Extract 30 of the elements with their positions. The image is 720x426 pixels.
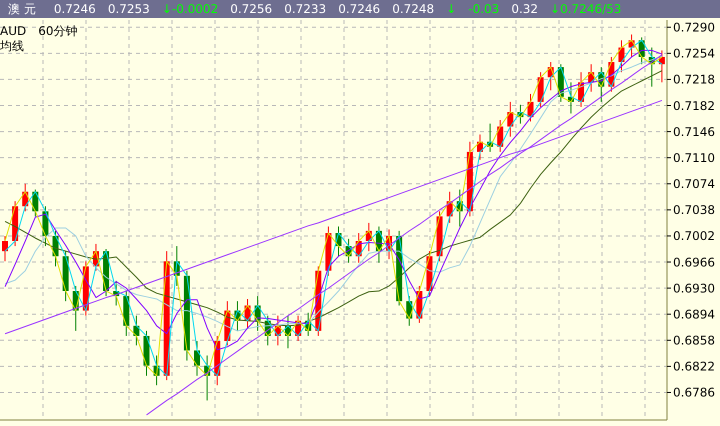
y-tick-label: 0.7146 [673, 124, 715, 139]
text: 0.32 [511, 2, 538, 16]
y-tick-label: 0.6930 [673, 281, 715, 296]
text: -0.03 [468, 2, 500, 16]
y-tick-label: 0.6858 [673, 334, 715, 348]
y-tick-label: 0.7002 [673, 229, 715, 244]
chart-title: 澳 元 [8, 0, 36, 18]
text: 0.7248 [392, 2, 434, 16]
y-tick-label: 0.7110 [673, 150, 715, 165]
y-tick-label: 0.7254 [673, 46, 715, 61]
y-tick-label: 0.6894 [673, 307, 715, 322]
y-tick-label: 0.7218 [673, 72, 715, 87]
y-tick-label: 0.6822 [673, 360, 715, 374]
text: ↓-0.0002 [162, 2, 218, 16]
text: 0.7246 [54, 2, 96, 16]
candlestick [2, 235, 8, 262]
text: 0.7246 [338, 2, 380, 16]
y-tick-label: 0.6786 [673, 386, 715, 400]
annotation: 均线 [0, 39, 25, 54]
y-tick-label: 0.7182 [673, 98, 715, 113]
y-tick-label: 0.6966 [673, 255, 715, 270]
text: 0.7233 [284, 2, 326, 16]
y-tick-label: 0.7074 [673, 177, 715, 192]
text: 0.7253 [108, 2, 150, 16]
chart-subtitle: AUD 60分钟 [0, 24, 78, 39]
y-tick-label: 0.7290 [673, 20, 715, 35]
text: ↓0.7246/53 [550, 2, 622, 16]
y-tick-label: 0.7038 [673, 203, 715, 218]
text: ↓ [446, 2, 456, 16]
text: 0.7256 [230, 2, 272, 16]
